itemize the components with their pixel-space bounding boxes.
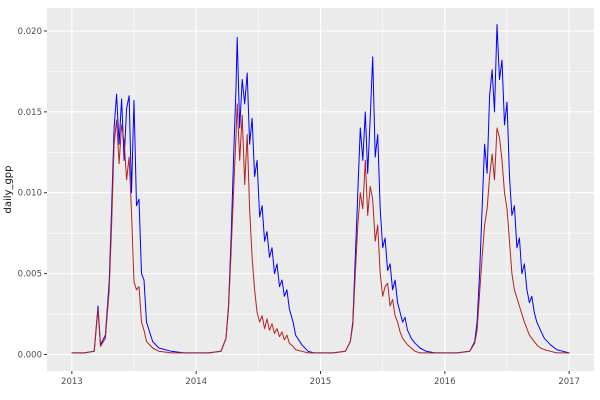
y-tick-label: 0.000 xyxy=(18,351,42,361)
x-tick-label: 2016 xyxy=(434,377,456,387)
y-tick-label: 0.010 xyxy=(18,189,42,199)
y-axis-title: daily_gpp xyxy=(3,166,14,214)
y-tick-label: 0.005 xyxy=(18,270,42,280)
x-tick-label: 2013 xyxy=(61,377,83,387)
x-tick-label: 2017 xyxy=(558,377,580,387)
x-tick-label: 2014 xyxy=(185,377,207,387)
y-tick-label: 0.020 xyxy=(18,27,42,37)
series-line-red xyxy=(71,103,570,354)
y-tick-label: 0.015 xyxy=(18,108,42,118)
plot-layer: 2013 2014 2015 2016 2017 0.000 0.005 0.010 0.015… xyxy=(18,8,594,387)
x-tick-label: 2015 xyxy=(310,377,332,387)
